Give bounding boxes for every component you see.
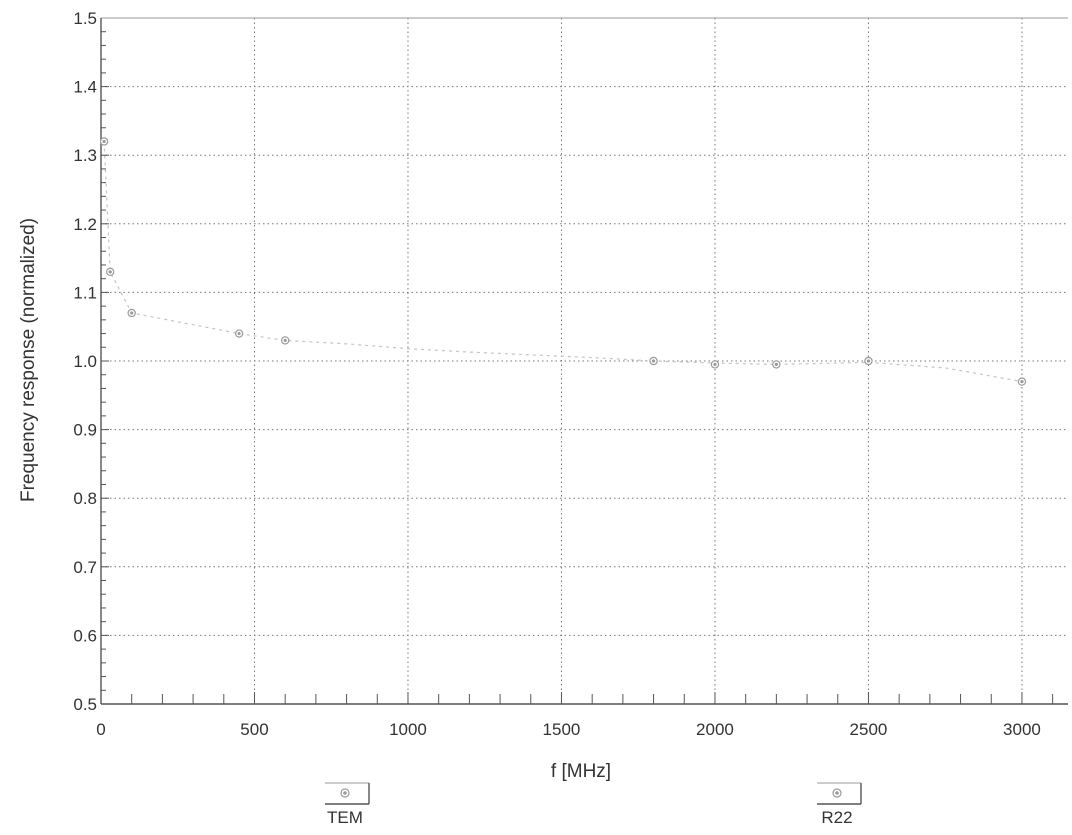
marker-core <box>108 270 112 274</box>
x-tick-label: 1000 <box>389 720 427 739</box>
y-tick-label: 1.3 <box>73 146 97 165</box>
marker-core <box>866 359 871 363</box>
y-tick-label: 1.2 <box>73 215 97 234</box>
y-tick-label: 0.5 <box>73 695 97 714</box>
marker-core <box>237 331 241 336</box>
trend-curve <box>103 141 1023 383</box>
marker-core <box>130 311 134 315</box>
data-point-tem <box>127 308 136 318</box>
legend-label: R22 <box>821 808 852 827</box>
legend-entry-tem: TEM <box>325 782 370 827</box>
data-point-tem <box>280 336 290 345</box>
data-point-r22 <box>864 356 873 366</box>
marker-core <box>343 791 347 795</box>
marker-core <box>713 362 717 367</box>
legend: TEM R22 <box>325 782 862 827</box>
legend-marker <box>832 788 842 798</box>
y-tick-label: 1.4 <box>73 78 97 97</box>
marker-core <box>1020 379 1024 384</box>
data-point-r22 <box>649 356 658 366</box>
grid-lines <box>101 18 1068 704</box>
y-tick-label: 1.0 <box>73 352 97 371</box>
data-point-tem <box>106 267 115 277</box>
legend-label: TEM <box>327 808 363 827</box>
legend-marker <box>340 788 350 798</box>
tick-labels: 0 500 1000 1500 2000 2500 3000 0.5 0.6 0.7 0.8 0.9 1… <box>73 9 1041 739</box>
marker-core <box>651 359 656 363</box>
x-tick-label: 500 <box>240 720 268 739</box>
axes <box>100 17 1068 705</box>
x-tick-label: 3000 <box>1003 720 1041 739</box>
data-point-tem <box>99 137 109 146</box>
data-point-r22 <box>1017 377 1027 386</box>
y-tick-label: 0.6 <box>73 626 97 645</box>
data-point-r22 <box>710 360 720 369</box>
marker-core <box>102 139 106 144</box>
y-tick-label: 0.7 <box>73 558 97 577</box>
x-tick-label: 0 <box>96 720 105 739</box>
data-point-tem <box>234 329 244 338</box>
marker-core <box>774 362 778 367</box>
data-point-r22 <box>772 360 781 369</box>
y-tick-label: 1.1 <box>73 283 97 302</box>
x-tick-label: 2000 <box>696 720 734 739</box>
y-axis-label: Frequency response (normalized) <box>18 218 39 502</box>
x-tick-label: 1500 <box>543 720 581 739</box>
y-tick-label: 1.5 <box>73 9 97 28</box>
marker-core <box>835 791 839 795</box>
x-tick-label: 2500 <box>850 720 888 739</box>
marker-core <box>283 338 287 343</box>
data-points <box>99 137 1027 386</box>
y-tick-label: 0.9 <box>73 421 97 440</box>
legend-entry-r22: R22 <box>817 782 862 827</box>
y-tick-label: 0.8 <box>73 489 97 508</box>
x-axis-label: f [MHz] <box>551 761 611 782</box>
trend-line <box>103 141 1023 383</box>
